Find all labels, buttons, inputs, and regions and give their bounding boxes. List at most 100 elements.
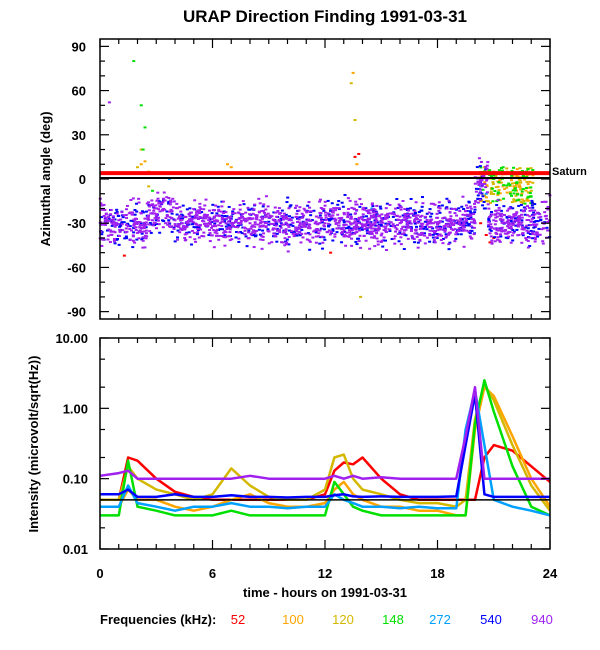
data-point: [141, 246, 145, 249]
data-point: [519, 201, 523, 204]
data-point: [428, 229, 432, 232]
data-point: [223, 234, 227, 237]
data-point: [308, 223, 312, 226]
data-point: [291, 232, 295, 235]
data-point: [285, 238, 289, 241]
data-point: [124, 235, 128, 238]
data-point: [106, 234, 110, 237]
data-point: [410, 212, 414, 215]
data-point: [421, 222, 425, 225]
data-point: [364, 207, 368, 210]
data-point: [400, 227, 404, 230]
data-point: [253, 223, 257, 226]
data-point: [372, 227, 376, 230]
data-point: [405, 207, 409, 210]
data-point: [497, 181, 501, 184]
data-point: [528, 209, 532, 212]
data-point: [307, 227, 311, 230]
data-point: [242, 203, 246, 206]
data-point: [452, 219, 456, 222]
data-point: [501, 166, 505, 169]
data-point: [401, 199, 405, 202]
data-point: [488, 241, 492, 244]
data-point: [527, 230, 531, 233]
data-point: [366, 223, 370, 226]
data-point: [507, 226, 511, 229]
data-point: [376, 229, 380, 232]
data-point: [491, 183, 495, 186]
data-point: [521, 170, 525, 173]
data-point: [248, 216, 252, 219]
data-point: [277, 207, 281, 210]
data-point: [224, 231, 228, 234]
data-point: [523, 202, 527, 205]
data-point: [192, 207, 196, 210]
data-point: [263, 216, 267, 219]
data-point: [208, 216, 212, 219]
data-point: [110, 233, 114, 236]
data-point: [276, 210, 280, 213]
data-point: [162, 207, 166, 210]
data-point: [404, 234, 408, 237]
data-point: [371, 211, 375, 214]
data-point: [425, 223, 429, 226]
data-point: [253, 235, 257, 238]
data-point: [200, 217, 204, 220]
data-point: [264, 195, 268, 198]
data-point: [382, 225, 386, 228]
data-point: [356, 222, 360, 225]
data-point: [255, 216, 259, 219]
data-point: [207, 234, 211, 237]
x-tick-label: 18: [430, 566, 444, 581]
data-point: [436, 221, 440, 224]
data-point: [458, 210, 462, 213]
data-point: [322, 228, 326, 231]
data-point: [412, 238, 416, 241]
data-point: [513, 213, 517, 216]
data-point: [187, 231, 191, 234]
data-point: [435, 226, 439, 229]
data-point: [484, 186, 488, 189]
data-point: [99, 216, 103, 219]
data-point: [140, 232, 144, 235]
data-point: [414, 214, 418, 217]
data-point: [124, 208, 128, 211]
data-point: [380, 239, 384, 242]
data-point: [366, 220, 370, 223]
data-point: [258, 202, 262, 205]
data-point: [371, 223, 375, 226]
data-point: [263, 211, 267, 214]
data-point: [453, 207, 457, 210]
data-point: [168, 222, 172, 225]
data-point: [331, 229, 335, 232]
data-point: [476, 194, 480, 197]
data-point: [138, 223, 142, 226]
data-point: [361, 208, 365, 211]
data-point: [329, 216, 333, 219]
data-point: [220, 220, 224, 223]
data-point: [216, 219, 220, 222]
data-point: [516, 193, 520, 196]
data-point: [461, 213, 465, 216]
data-point: [468, 205, 472, 208]
data-point: [496, 238, 500, 241]
data-point: [212, 216, 216, 219]
data-point: [355, 209, 359, 212]
data-point: [181, 204, 185, 207]
data-point: [323, 225, 327, 228]
data-point: [124, 231, 128, 234]
data-point: [446, 225, 450, 228]
data-point: [437, 201, 441, 204]
data-point: [107, 101, 111, 104]
data-point: [413, 209, 417, 212]
data-point: [308, 227, 312, 230]
data-point: [478, 165, 482, 168]
data-point: [207, 219, 211, 222]
data-point: [112, 230, 116, 233]
data-point: [479, 222, 483, 225]
data-point: [351, 71, 355, 74]
data-point: [413, 220, 417, 223]
data-point: [183, 239, 187, 242]
data-point: [398, 232, 402, 235]
data-point: [454, 237, 458, 240]
